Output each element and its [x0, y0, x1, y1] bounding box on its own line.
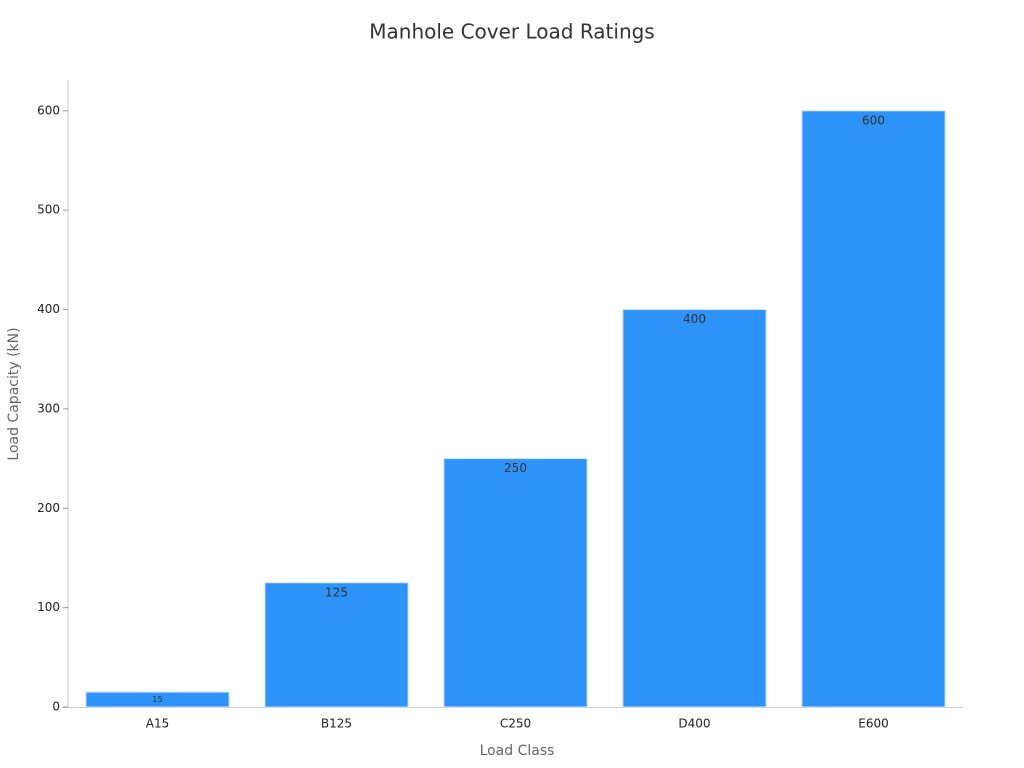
- data-label: 125: [325, 585, 348, 599]
- data-label: 600: [862, 113, 885, 127]
- x-axis-title: Load Class: [480, 743, 555, 759]
- data-label: 15: [152, 694, 162, 704]
- data-label: 250: [504, 461, 527, 475]
- y-tick-label: 600: [37, 103, 60, 117]
- bar: [443, 458, 588, 708]
- y-tick-label: 400: [37, 302, 60, 316]
- bar: [264, 582, 409, 708]
- y-tick-label: 300: [37, 401, 60, 415]
- chart-title: Manhole Cover Load Ratings: [369, 20, 654, 44]
- bar: [85, 691, 230, 708]
- data-label: 400: [683, 312, 706, 326]
- y-tick-label: 0: [52, 700, 60, 714]
- bar: [801, 110, 946, 708]
- x-tick-label: A15: [146, 717, 169, 731]
- x-tick-label: C250: [500, 717, 531, 731]
- x-tick-label: E600: [858, 717, 889, 731]
- x-tick-label: D400: [678, 717, 710, 731]
- bar: [622, 309, 767, 708]
- y-tick-label: 200: [37, 501, 60, 515]
- y-tick-label: 500: [37, 203, 60, 217]
- x-tick-label: B125: [321, 717, 352, 731]
- y-axis-title: Load Capacity (kN): [6, 327, 22, 460]
- y-tick-label: 100: [37, 600, 60, 614]
